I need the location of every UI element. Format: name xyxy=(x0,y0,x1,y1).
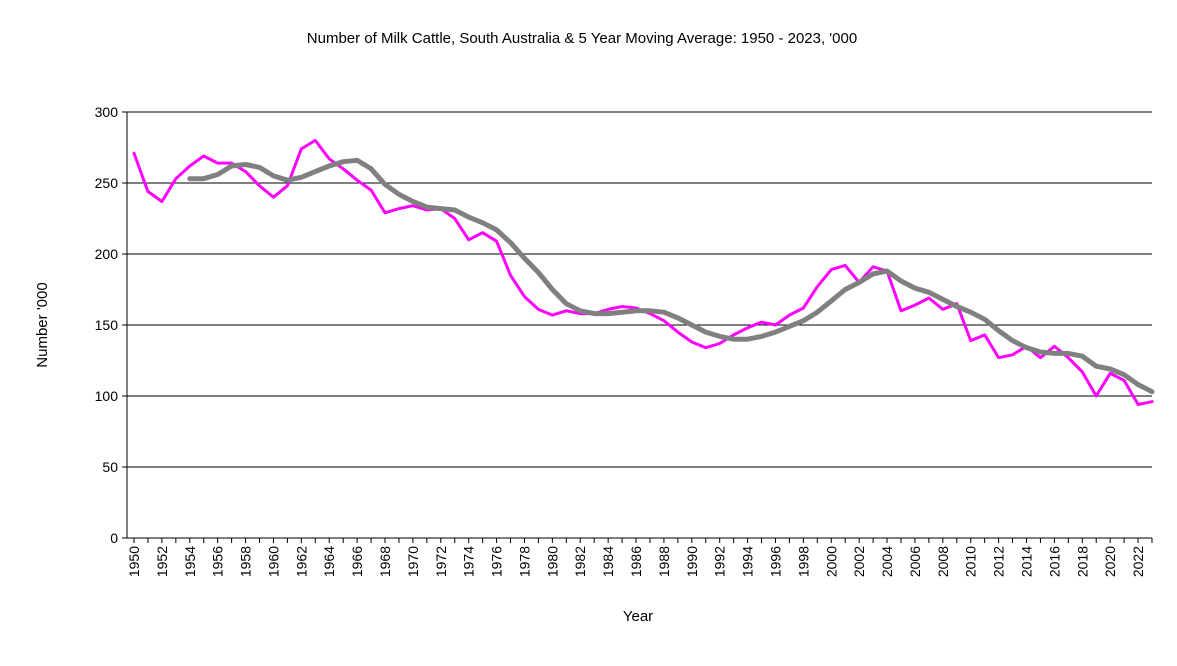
x-tick-label: 1990 xyxy=(684,546,700,577)
y-tick-labels: 0 50 100 150 200 250 300 xyxy=(95,104,119,546)
y-tick-label: 300 xyxy=(95,104,119,120)
series-lines xyxy=(132,138,1155,406)
x-tick-label: 1962 xyxy=(293,546,309,577)
x-tick-label: 1998 xyxy=(795,546,811,577)
x-tick-label: 2018 xyxy=(1074,546,1090,577)
x-tick-label: 1994 xyxy=(740,546,756,577)
x-tick-label: 1974 xyxy=(461,546,477,577)
chart-title: Number of Milk Cattle, South Australia &… xyxy=(307,30,857,47)
x-tick-label: 1960 xyxy=(265,546,281,577)
x-tick-label: 2004 xyxy=(879,546,895,577)
axes xyxy=(122,111,1153,543)
x-tick-label: 1958 xyxy=(238,546,254,577)
x-tick-label: 1970 xyxy=(405,546,421,577)
y-tick-label: 0 xyxy=(110,530,118,546)
x-tick-label: 2008 xyxy=(935,546,951,577)
gridlines xyxy=(127,111,1152,468)
y-tick-label: 50 xyxy=(102,459,118,475)
x-tick-label: 1964 xyxy=(321,546,337,577)
y-tick-label: 250 xyxy=(95,175,119,191)
x-tick-label: 2012 xyxy=(991,546,1007,577)
x-tick-label: 2022 xyxy=(1130,546,1146,577)
x-tick-label: 2006 xyxy=(907,546,923,577)
x-axis-label: Year xyxy=(623,608,653,625)
x-tick-label: 2020 xyxy=(1102,546,1118,577)
x-tick-labels: 1950 1952 1954 1956 1958 1960 1962 1964 1966 1968… xyxy=(126,546,1146,577)
x-tick-label: 1968 xyxy=(377,546,393,577)
x-tick-label: 1982 xyxy=(572,546,588,577)
x-tick-label: 1954 xyxy=(182,546,198,577)
x-tick-label: 2014 xyxy=(1018,546,1034,577)
x-tick-label: 2016 xyxy=(1046,546,1062,577)
x-tick-label: 1950 xyxy=(126,546,142,577)
x-tick-label: 1952 xyxy=(154,546,170,577)
x-tick-label: 1980 xyxy=(544,546,560,577)
y-tick-label: 100 xyxy=(95,388,119,404)
x-tick-label: 1956 xyxy=(210,546,226,577)
y-tick-label: 200 xyxy=(95,246,119,262)
x-tick-label: 2010 xyxy=(963,546,979,577)
x-tick-label: 1984 xyxy=(600,546,616,577)
moving-average-series-line xyxy=(187,157,1155,395)
x-tick-label: 1992 xyxy=(712,546,728,577)
x-tick-label: 1996 xyxy=(767,546,783,577)
x-tick-label: 2000 xyxy=(823,546,839,577)
x-tick-label: 1988 xyxy=(656,546,672,577)
x-tick-label: 2002 xyxy=(851,546,867,577)
y-tick-label: 150 xyxy=(95,317,119,333)
x-tick-label: 1978 xyxy=(516,546,532,577)
x-tick-label: 1966 xyxy=(349,546,365,577)
x-tick-label: 1976 xyxy=(489,546,505,577)
x-tick-label: 1972 xyxy=(433,546,449,577)
y-axis-label: Number '000 xyxy=(34,282,51,367)
x-tick-label: 1986 xyxy=(628,546,644,577)
